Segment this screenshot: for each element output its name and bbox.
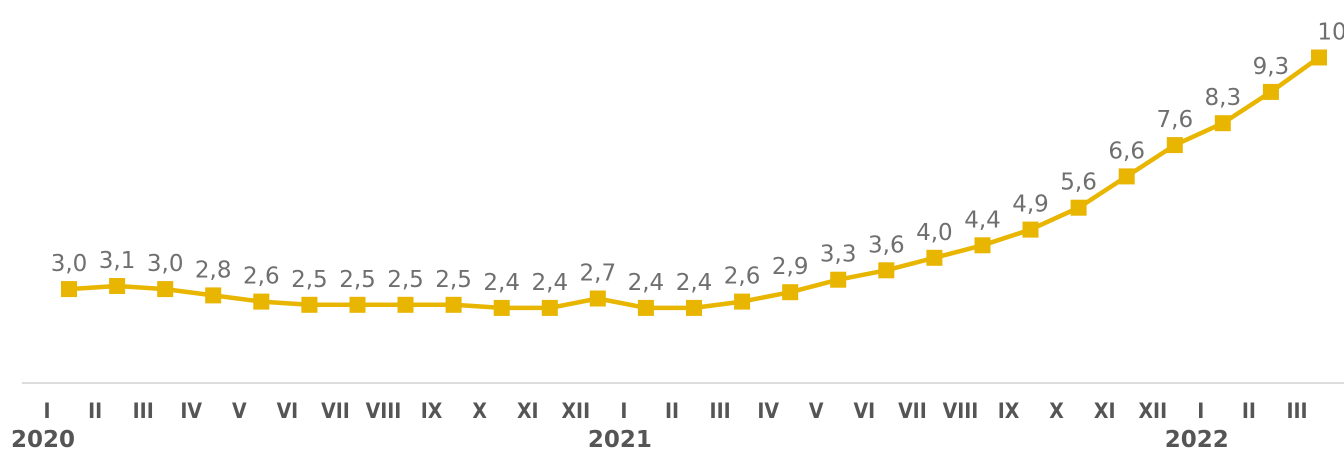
data-point-marker (830, 271, 847, 288)
data-point-marker (541, 299, 558, 316)
x-tick-label: III (133, 399, 154, 423)
x-tick-label: XI (517, 399, 539, 423)
data-point-marker (974, 237, 991, 254)
data-point-marker (1214, 115, 1231, 132)
data-point-marker (157, 281, 174, 298)
data-point-marker (205, 287, 222, 304)
x-tick-label: VI (853, 399, 875, 423)
data-point-marker (1262, 83, 1279, 100)
data-label: 3,3 (820, 242, 857, 268)
data-label: 3,1 (99, 248, 136, 274)
x-tick-label: VII (321, 399, 350, 423)
data-label: 2,5 (339, 267, 376, 293)
x-tick-label: I (620, 399, 627, 423)
data-point-marker (878, 262, 895, 279)
x-tick-label: IV (757, 399, 779, 423)
data-label: 8,3 (1205, 85, 1242, 111)
x-tick-label: I (43, 399, 50, 423)
x-tick-label: III (710, 399, 731, 423)
data-label: 2,7 (580, 261, 617, 287)
data-label: 3,6 (868, 232, 905, 258)
data-label: 2,4 (532, 270, 569, 296)
data-markers (61, 49, 1327, 316)
x-tick-label: VIII (943, 399, 979, 423)
data-label: 4,0 (916, 220, 953, 246)
data-point-marker (349, 296, 366, 313)
data-label: 3,0 (51, 251, 88, 277)
data-label: 2,4 (628, 270, 665, 296)
x-tick-label: XII (1138, 399, 1167, 423)
data-label: 2,6 (243, 264, 280, 290)
data-labels: 3,0 3,1 3,0 2,8 2,6 2,5 2,5 2,5 2,5 2,4 2,4 2,7 2,4 2… (51, 20, 1344, 296)
year-label: 2020 (11, 427, 75, 453)
x-tick-label: VII (898, 399, 927, 423)
year-label: 2022 (1165, 427, 1229, 453)
x-tick-labels: I II III IV V VI VII VIII IX X XI XII I II III IV V VI VII… (43, 399, 1307, 423)
data-point-marker (493, 299, 510, 316)
data-label: 4,9 (1012, 192, 1049, 218)
data-label: 3,0 (147, 251, 184, 277)
data-label: 2,5 (435, 267, 472, 293)
x-tick-label: X (472, 399, 487, 423)
x-tick-label: XII (561, 399, 590, 423)
x-tick-label: III (1286, 399, 1307, 423)
x-tick-label: X (1049, 399, 1064, 423)
data-point-marker (253, 293, 270, 310)
data-label: 5,6 (1060, 170, 1097, 196)
data-point-marker (686, 299, 702, 316)
data-point-marker (445, 296, 462, 313)
data-label: 2,5 (291, 267, 328, 293)
data-label: 2,6 (724, 264, 761, 290)
data-label: 7,6 (1157, 107, 1194, 133)
data-label: 9,3 (1253, 54, 1290, 80)
data-point-marker (397, 296, 414, 313)
data-point-marker (1118, 168, 1135, 185)
data-point-marker (109, 278, 126, 294)
year-label: 2021 (588, 427, 652, 453)
data-point-marker (1070, 199, 1087, 216)
data-label: 2,9 (772, 254, 809, 280)
data-label: 2,8 (195, 257, 232, 283)
x-tick-label: I (1197, 399, 1204, 423)
x-tick-label: V (809, 399, 824, 423)
data-point-marker (1022, 221, 1039, 238)
year-labels: 2020 2021 2022 (11, 427, 1229, 453)
data-point-marker (1166, 137, 1183, 154)
x-tick-label: VI (277, 399, 299, 423)
data-point-marker (734, 293, 751, 310)
data-point-marker (61, 281, 77, 298)
data-point-marker (637, 299, 654, 316)
data-label: 10,4 (1317, 20, 1344, 46)
data-point-marker (589, 290, 606, 307)
x-tick-label: II (1242, 399, 1256, 423)
data-label: 2,5 (387, 267, 424, 293)
data-label: 4,4 (964, 207, 1001, 233)
data-point-marker (301, 296, 318, 313)
x-tick-label: II (88, 399, 102, 423)
x-tick-label: VIII (366, 399, 402, 423)
x-tick-label: V (232, 399, 247, 423)
x-tick-label: IV (180, 399, 202, 423)
x-tick-label: XI (1094, 399, 1116, 423)
data-label: 2,4 (483, 270, 520, 296)
data-label: 6,6 (1108, 138, 1145, 164)
x-tick-label: IX (998, 399, 1020, 423)
data-point-marker (1311, 49, 1327, 66)
data-point-marker (926, 249, 943, 266)
data-point-marker (782, 284, 799, 301)
x-tick-label: II (665, 399, 679, 423)
x-tick-label: IX (421, 399, 443, 423)
data-label: 2,4 (676, 270, 713, 296)
